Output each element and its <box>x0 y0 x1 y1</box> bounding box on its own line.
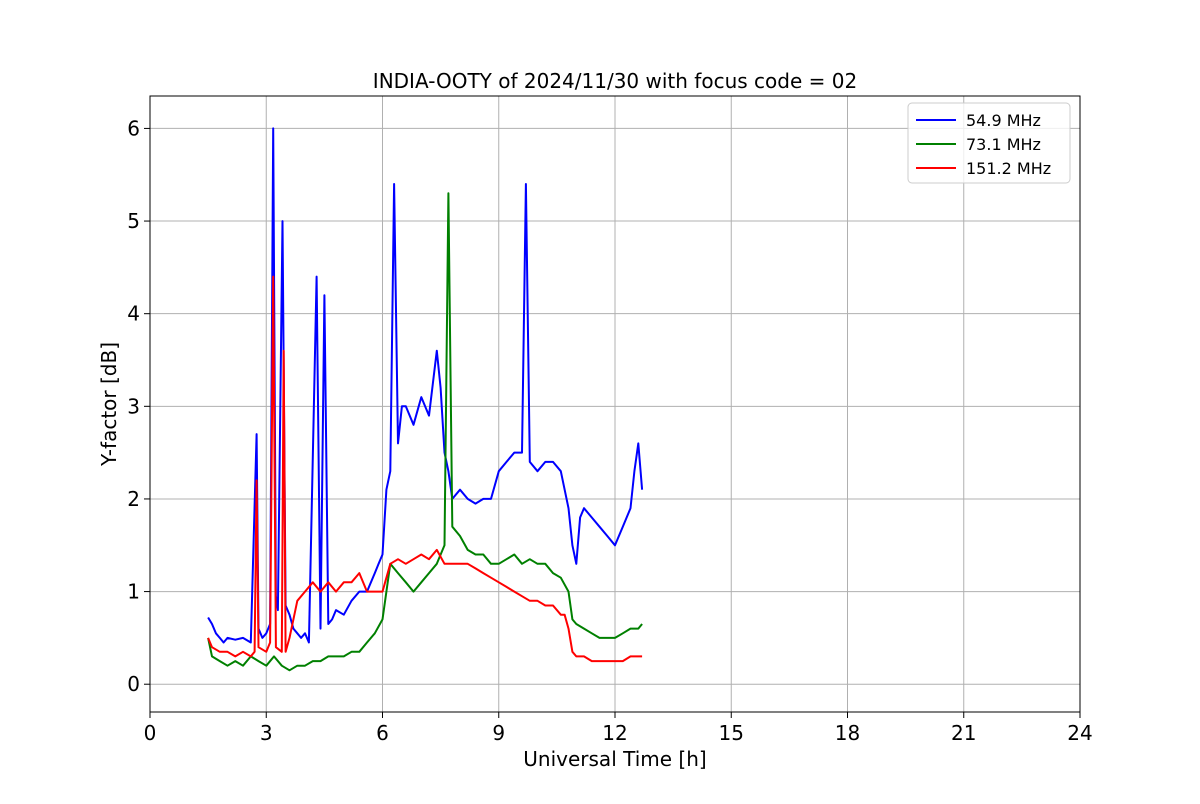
y-tick-label: 5 <box>127 209 140 233</box>
x-tick-label: 12 <box>602 721 627 745</box>
y-tick-label: 6 <box>127 116 140 140</box>
series-layer <box>207 127 644 672</box>
legend-label-3: 151.2 MHz <box>966 159 1051 178</box>
x-tick-label: 21 <box>951 721 976 745</box>
x-tick-label: 9 <box>492 721 505 745</box>
y-tick-label: 2 <box>127 487 140 511</box>
x-tick-label: 18 <box>835 721 860 745</box>
legend: 54.9 MHz 73.1 MHz 151.2 MHz <box>907 102 1071 184</box>
y-axis-label: Y-factor [dB] <box>97 342 121 467</box>
series-line-3 <box>207 275 643 663</box>
y-tick-label: 4 <box>127 302 140 326</box>
x-tick-label: 24 <box>1067 721 1092 745</box>
x-tick-label: 0 <box>144 721 157 745</box>
x-tick-label: 15 <box>719 721 744 745</box>
series-line-2 <box>207 192 643 672</box>
x-axis-label: Universal Time [h] <box>523 747 706 771</box>
y-tick-label: 3 <box>127 394 140 418</box>
chart-title: INDIA-OOTY of 2024/11/30 with focus code… <box>373 69 857 93</box>
legend-label-2: 73.1 MHz <box>966 135 1041 154</box>
y-tick-label: 0 <box>127 672 140 696</box>
legend-label-1: 54.9 MHz <box>966 111 1041 130</box>
x-tick-label: 3 <box>260 721 273 745</box>
y-tick-label: 1 <box>127 580 140 604</box>
x-tick-label: 6 <box>376 721 389 745</box>
legend-box <box>907 102 1071 184</box>
